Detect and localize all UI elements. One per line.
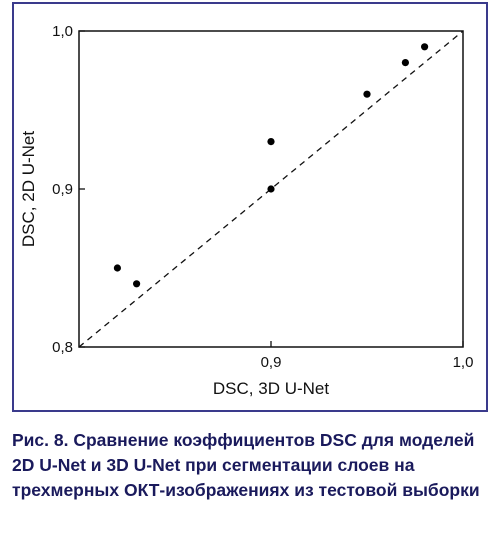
- y-tick-label: 1,0: [52, 23, 73, 40]
- reference-line: [78, 30, 464, 348]
- x-tick-label: 0,9: [261, 354, 282, 371]
- y-axis-label: DSC, 2D U-Net: [19, 131, 38, 247]
- y-tick-label: 0,8: [52, 339, 73, 356]
- data-point: [401, 59, 409, 67]
- x-tick-label: 1,0: [453, 354, 474, 371]
- data-point: [133, 280, 141, 288]
- data-point: [421, 43, 429, 51]
- y-tick-label: 0,9: [52, 181, 73, 198]
- figure-caption: Рис. 8. Сравнение коэффициентов DSC для …: [12, 430, 480, 500]
- data-point: [363, 90, 371, 98]
- data-point: [267, 138, 275, 146]
- data-point: [267, 185, 275, 193]
- data-point: [113, 264, 121, 272]
- x-axis-label: DSC, 3D U-Net: [213, 379, 329, 398]
- data-points: [113, 43, 429, 288]
- scatter-chart: 0,9 1,0 0,8 0,9 1,0 DSC, 3D U-Net DSC, 2D U…: [19, 23, 474, 398]
- x-axis-ticks: 0,9 1,0: [261, 341, 474, 371]
- y-axis-ticks: 0,8 0,9 1,0: [52, 23, 85, 356]
